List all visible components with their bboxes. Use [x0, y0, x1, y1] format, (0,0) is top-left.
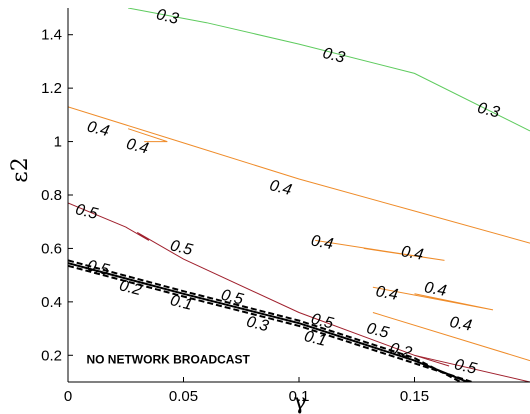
contour-label: 0.4	[268, 177, 294, 199]
contour-line-0-4-1	[68, 106, 530, 244]
contour-line-0-3-0	[128, 8, 530, 132]
annotations: NO NETWORK BROADCAST	[86, 352, 250, 366]
contour-label: 0.5	[453, 356, 479, 378]
contour-label: 0.5	[219, 287, 245, 309]
contour-line-0-5-6	[68, 202, 530, 382]
contour-line-0-5-7	[414, 354, 450, 367]
y-tick-label: 1.4	[41, 27, 62, 44]
contour-line-0-4-3	[315, 239, 445, 261]
contour-label: 0.5	[365, 320, 391, 342]
contour-label: 0.4	[448, 314, 473, 335]
y-tick-label: 0.2	[41, 347, 62, 364]
contour-label: 0.4	[374, 283, 399, 304]
contour-label: 0.4	[400, 243, 425, 264]
y-tick-label: 1	[54, 134, 62, 151]
contour-label: 0.3	[155, 6, 181, 28]
contour-line-0-2-9	[68, 259, 462, 382]
contour-label: 0.1	[168, 292, 194, 314]
x-tick-label: 0	[64, 388, 72, 405]
contour-line-0-4-5	[372, 312, 530, 362]
no-network-broadcast-label: NO NETWORK BROADCAST	[86, 352, 250, 366]
contour-label: 0.5	[85, 257, 111, 279]
contour-line-0-4-4	[372, 286, 494, 311]
contour-lines	[68, 8, 530, 382]
contour-label: 0.3	[321, 45, 347, 67]
y-tick-label: 0.8	[41, 187, 62, 204]
contour-line-0-3-10	[68, 264, 473, 382]
contour-label: 0.4	[85, 118, 111, 140]
y-tick-label: 1.2	[41, 80, 62, 97]
contour-label: 0.5	[309, 311, 335, 333]
x-axis-label: γ	[293, 390, 306, 414]
contour-label: 0.5	[74, 201, 100, 223]
x-tick-label: 0.05	[169, 388, 198, 405]
contour-label: 0.4	[423, 279, 448, 300]
contour-label: 0.3	[476, 100, 502, 122]
contour-label: 0.4	[310, 233, 335, 254]
contour-labels: 0.30.30.30.40.40.40.40.40.4 0.40.40.50.50…	[74, 6, 502, 378]
x-tick-label: 0.15	[400, 388, 429, 405]
contour-label: 0.2	[388, 340, 414, 362]
contour-line-0-4-2	[127, 128, 168, 143]
y-axis-label: ε2	[8, 157, 33, 182]
y-ticks: 0.2 0.4 0.6 0.8 1 1.2 1.4	[41, 27, 73, 364]
x-tick-label: 0.1	[289, 388, 310, 405]
contour-label: 0.2	[118, 277, 144, 299]
x-ticks: 0 0.05 0.1 0.15	[64, 377, 429, 405]
y-tick-label: 0.4	[41, 294, 62, 311]
contour-label: 0.1	[302, 328, 328, 350]
contour-label: 0.3	[245, 313, 271, 335]
y-tick-label: 0.6	[41, 240, 62, 257]
contour-label: 0.5	[168, 237, 194, 259]
contour-label: 0.4	[125, 136, 151, 158]
